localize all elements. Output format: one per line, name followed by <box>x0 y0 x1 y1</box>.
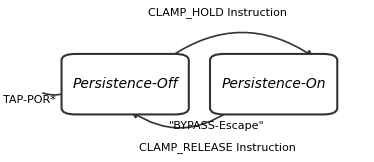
FancyArrowPatch shape <box>132 111 229 128</box>
Text: CLAMP_RELEASE Instruction: CLAMP_RELEASE Instruction <box>139 142 295 153</box>
FancyBboxPatch shape <box>62 54 189 114</box>
FancyArrowPatch shape <box>43 83 77 95</box>
Text: CLAMP_HOLD Instruction: CLAMP_HOLD Instruction <box>148 7 286 18</box>
Text: TAP-POR*: TAP-POR* <box>3 95 56 105</box>
FancyArrowPatch shape <box>170 32 312 57</box>
Text: "BYPASS-Escape": "BYPASS-Escape" <box>169 121 265 131</box>
Text: Persistence-Off: Persistence-Off <box>73 77 178 91</box>
Text: Persistence-On: Persistence-On <box>221 77 326 91</box>
FancyBboxPatch shape <box>210 54 337 114</box>
